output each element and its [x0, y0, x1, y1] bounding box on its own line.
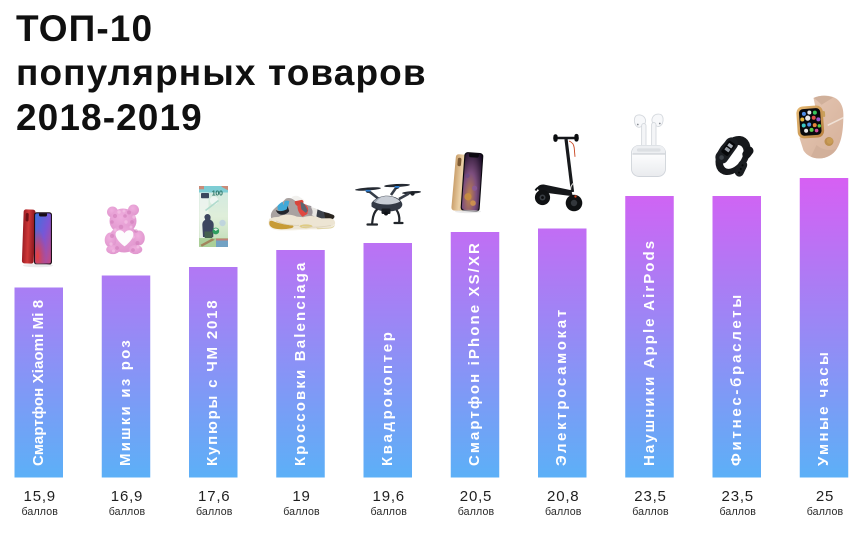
svg-text:100: 100: [212, 190, 223, 197]
